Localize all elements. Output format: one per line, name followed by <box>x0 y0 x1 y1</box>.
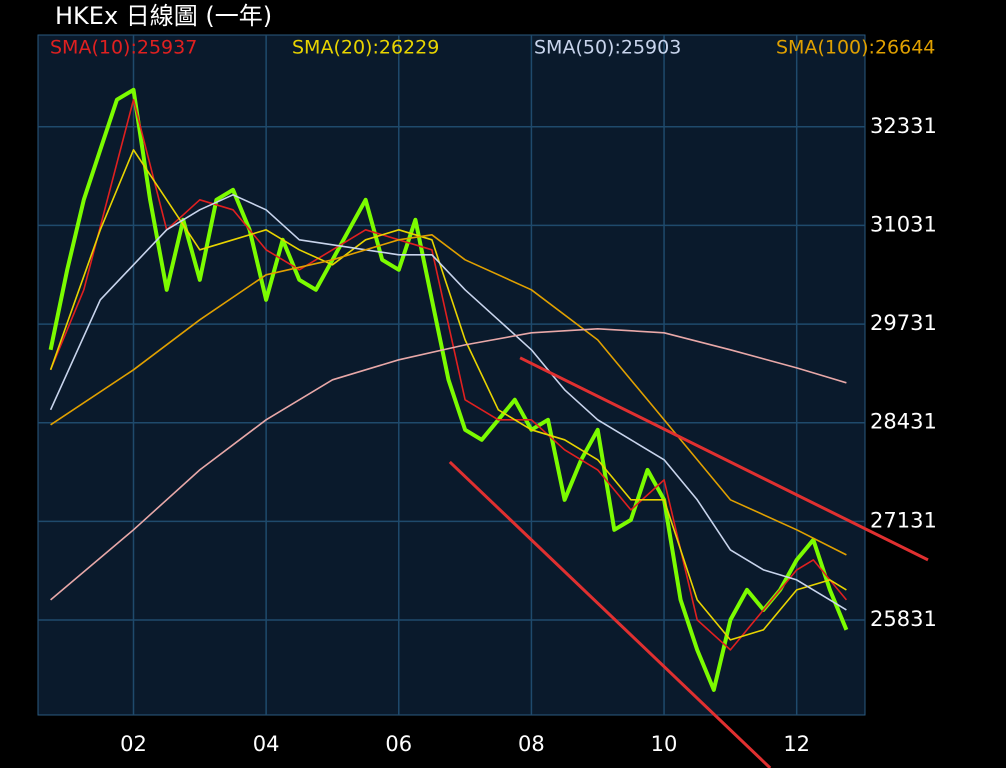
y-tick-label: 28431 <box>870 410 937 434</box>
legend-entry: SMA(10):25937 <box>50 37 197 59</box>
x-tick-label: 04 <box>253 732 280 756</box>
sma-line <box>49 98 848 651</box>
y-tick-label: 32331 <box>870 114 937 138</box>
x-tick-label: 06 <box>385 732 412 756</box>
sma-line <box>50 234 847 556</box>
trend-line <box>519 356 929 562</box>
sma-line <box>49 194 847 611</box>
chart-title: HKEx 日線圖 (一年) <box>55 2 272 30</box>
x-tick-label: 08 <box>518 732 545 756</box>
trend-line <box>448 460 772 768</box>
y-tick-label: 29731 <box>870 311 937 335</box>
x-tick-label: 10 <box>651 732 678 756</box>
x-tick-label: 02 <box>120 732 147 756</box>
y-tick-label: 25831 <box>870 607 937 631</box>
plot-area <box>37 34 866 716</box>
sma-line <box>49 149 847 641</box>
y-tick-label: 27131 <box>870 508 937 532</box>
legend-entry: SMA(20):26229 <box>292 37 439 59</box>
legend-entry: SMA(50):25903 <box>534 37 681 59</box>
y-tick-label: 31031 <box>870 212 937 236</box>
legend-entry: SMA(100):26644 <box>776 37 935 59</box>
sma-line <box>50 328 847 601</box>
x-tick-label: 12 <box>783 732 810 756</box>
